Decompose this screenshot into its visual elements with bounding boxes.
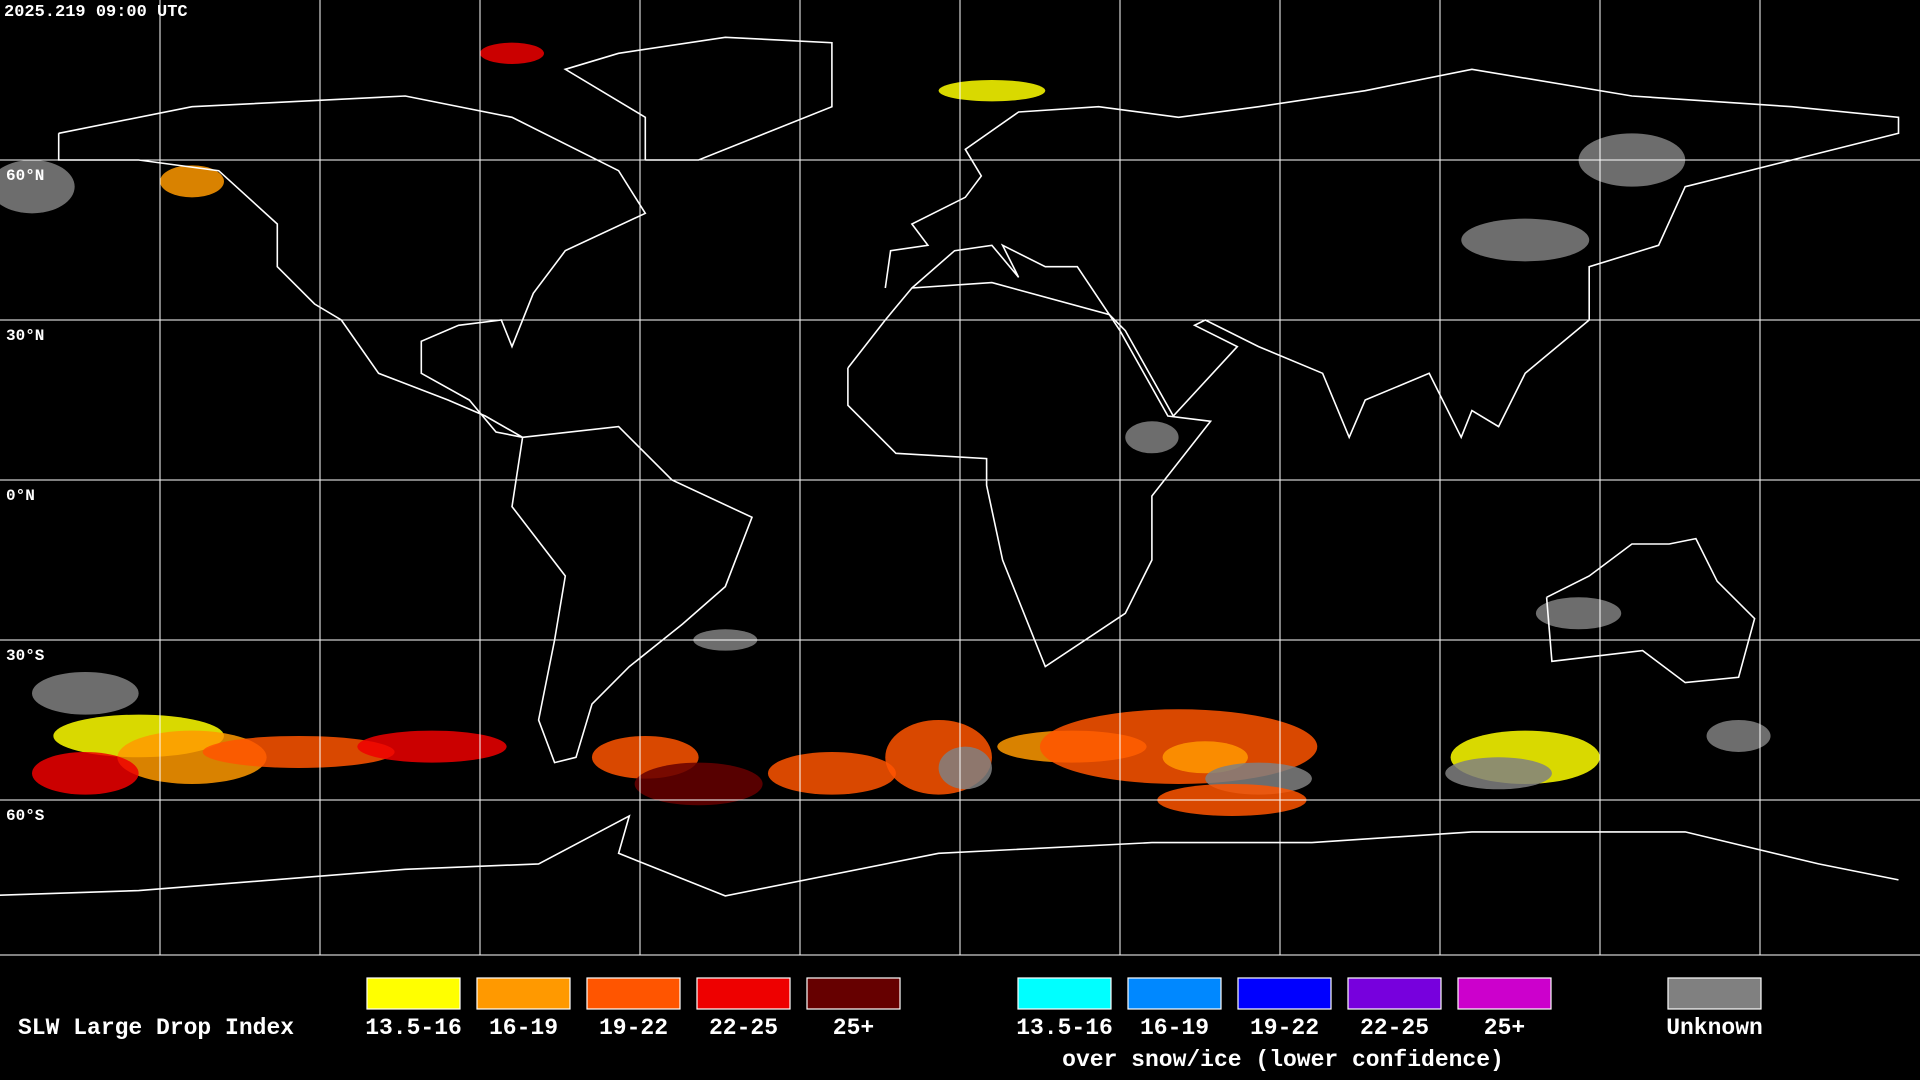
coastline [884,68,1900,440]
legend: SLW Large Drop Index 13.5-16 16-19 19-22 22… [18,977,1763,1073]
coastline [511,425,754,764]
cloud-patch [1445,757,1552,790]
latitude-label: 60°S [6,807,45,825]
legend-label: 13.5-16 [365,1015,462,1041]
coastline [57,95,647,439]
cloud-patch [159,165,224,198]
cloud-patch [31,671,139,715]
cloud-patch [479,42,544,64]
legend-swatch [366,977,461,1010]
legend-label: Unknown [1666,1015,1763,1041]
latitude-label: 30°S [6,647,45,665]
latitude-label: 60°N [6,167,44,185]
coastline [0,814,1899,897]
legend-title: SLW Large Drop Index [18,1015,294,1041]
cloud-patch [31,751,139,795]
legend-swatch [476,977,571,1010]
cloud-patch [1706,719,1771,752]
legend-swatch [696,977,791,1010]
legend-swatch [806,977,901,1010]
timestamp: 2025.219 09:00 UTC [4,3,188,22]
legend-label: 13.5-16 [1016,1015,1113,1041]
legend-label: 25+ [833,1015,874,1041]
cloud-patch [0,159,75,214]
legend-label: 16-19 [489,1015,558,1041]
cloud-patch [357,730,507,763]
cloud-patch [938,746,992,790]
map: 60°N 30°N 0°N 30°S 60°S [0,0,1920,956]
legend-caption: over snow/ice (lower confidence) [1062,1047,1504,1073]
cloud-patch [1162,741,1248,774]
legend-swatch [1127,977,1222,1010]
legend-label: 22-25 [709,1015,778,1041]
legend-swatch [1667,977,1762,1010]
cloud-patch [1461,218,1590,262]
latitude-label: 0°N [6,487,35,505]
legend-label: 25+ [1484,1015,1525,1041]
legend-swatch [586,977,681,1010]
legend-swatch [1017,977,1112,1010]
cloud-patch [1125,421,1179,454]
coastline [563,36,833,161]
legend-swatch [1457,977,1552,1010]
legend-label: 19-22 [599,1015,668,1041]
cloud-patch [767,751,896,795]
legend-swatch [1347,977,1442,1010]
latitude-label: 30°N [6,327,44,345]
cloud-patch [634,762,763,806]
cloud-patch [938,79,1046,102]
legend-label: 16-19 [1140,1015,1209,1041]
cloud-patch [202,735,395,768]
legend-label: 19-22 [1250,1015,1319,1041]
coastline [1545,537,1756,684]
legend-label: 22-25 [1360,1015,1429,1041]
coastline [847,281,1213,668]
legend-swatch [1237,977,1332,1010]
